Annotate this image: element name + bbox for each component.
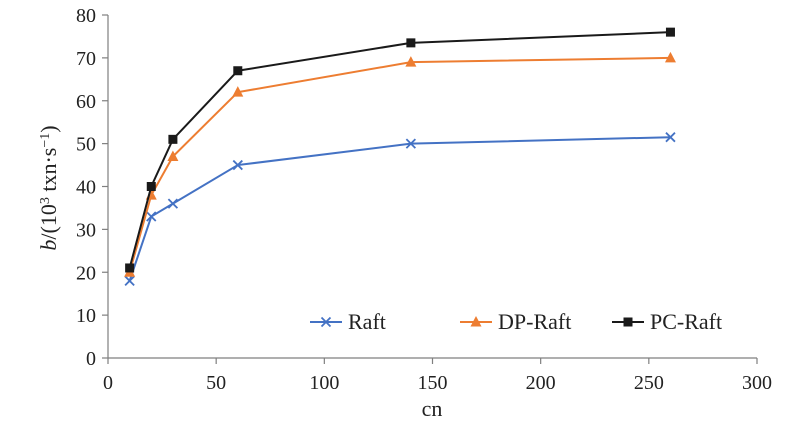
- legend-item-dp-raft: DP-Raft: [460, 309, 571, 334]
- data-point-raft: [232, 159, 243, 171]
- data-point-raft: [146, 211, 157, 222]
- data-point-pc-raft: [665, 27, 675, 37]
- y-tick-label: 40: [76, 177, 96, 199]
- series-line-pc-raft: [128, 31, 671, 269]
- series-raft: [124, 132, 676, 286]
- x-tick-label: 250: [634, 372, 664, 394]
- series-pc-raft: [125, 27, 675, 273]
- series-line-raft: [128, 136, 671, 282]
- x-tick-label: 100: [309, 372, 339, 394]
- data-point-dp-raft: [664, 51, 676, 63]
- y-axis-title: b/(103 txn·s−1): [36, 125, 61, 250]
- y-tick-label: 50: [76, 134, 96, 156]
- legend-item-raft: Raft: [310, 309, 386, 334]
- legend: Raft DP-Raft PC-Raft: [310, 309, 722, 334]
- y-tick-label: 20: [76, 262, 96, 284]
- data-point-dp-raft: [405, 56, 417, 67]
- x-tick-label: 200: [526, 372, 556, 394]
- data-point-pc-raft: [125, 263, 135, 273]
- y-tick-label: 80: [76, 5, 96, 27]
- data-point-pc-raft: [406, 38, 416, 48]
- axes: 0 10 20 30 40 50 60 70 80 0 50 100 150 200 250 300: [76, 5, 772, 394]
- legend-marker-raft: [320, 316, 332, 328]
- data-point-pc-raft: [233, 66, 243, 76]
- y-tick-label: 30: [76, 219, 96, 241]
- series-line-dp-raft: [128, 56, 671, 273]
- data-point-dp-raft: [232, 86, 244, 97]
- y-tick-label: 60: [76, 91, 96, 113]
- y-tick-label: 10: [76, 305, 96, 327]
- x-tick-label: 0: [103, 372, 113, 394]
- data-point-raft: [124, 275, 135, 286]
- data-point-pc-raft: [146, 182, 156, 191]
- x-tick-label: 300: [742, 372, 772, 394]
- series-layer: [124, 27, 676, 286]
- data-point-raft: [405, 138, 417, 149]
- data-point-raft: [167, 198, 179, 209]
- data-point-dp-raft: [167, 150, 179, 161]
- y-tick-label: 0: [86, 348, 96, 370]
- x-tick-label: 50: [206, 372, 226, 394]
- legend-label-dp-raft: DP-Raft: [498, 309, 571, 334]
- legend-label-pc-raft: PC-Raft: [650, 309, 722, 334]
- data-point-pc-raft: [168, 134, 178, 144]
- series-dp-raft: [124, 51, 676, 277]
- x-axis-title: cn: [422, 396, 443, 421]
- y-tick-label: 70: [76, 48, 96, 70]
- x-tick-label: 150: [418, 372, 448, 394]
- data-point-raft: [665, 132, 676, 143]
- legend-label-raft: Raft: [348, 309, 386, 334]
- legend-marker-dp-raft: [470, 316, 482, 327]
- legend-item-pc-raft: PC-Raft: [612, 309, 722, 334]
- legend-marker-pc-raft: [623, 317, 633, 327]
